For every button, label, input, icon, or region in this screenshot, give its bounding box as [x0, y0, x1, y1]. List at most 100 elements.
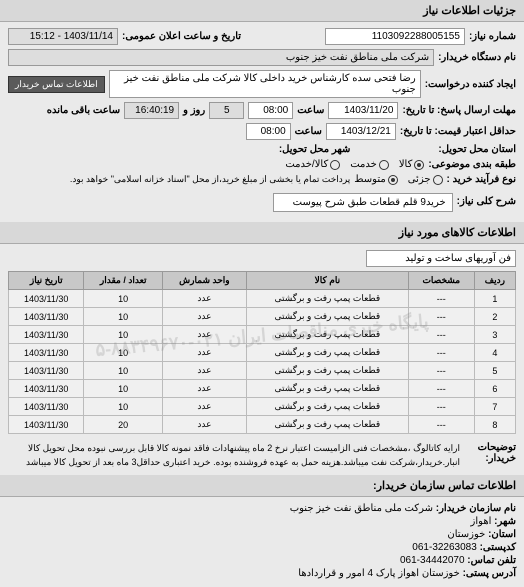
table-cell: 10: [84, 380, 162, 398]
city-label: شهر محل تحویل:: [279, 144, 351, 155]
remain-days-label: روز و: [183, 105, 205, 116]
req-num-value: 1103092288005155: [325, 28, 465, 45]
table-cell: ---: [408, 308, 474, 326]
buyer-value: شرکت ملی مناطق نفت خیز جنوب: [8, 49, 434, 66]
pkg-radio-group: کالا خدمت کالا/خدمت: [285, 159, 424, 170]
buyer-notes: ارایه کاتالوگ ،مشخصات فنی الزامیست اعتبا…: [8, 442, 460, 469]
table-header: تاریخ نیاز: [9, 272, 84, 290]
table-header: مشخصات: [408, 272, 474, 290]
items-header: اطلاعات کالاهای مورد نیاز: [0, 222, 524, 244]
buy-type-radio-group: جزئی متوسط: [354, 174, 442, 185]
table-cell: قطعات پمپ رفت و برگشتی: [246, 326, 408, 344]
table-cell: عدد: [162, 326, 246, 344]
public-date-label: تاریخ و ساعت اعلان عمومی:: [122, 31, 241, 42]
table-cell: 4: [474, 344, 515, 362]
table-cell: قطعات پمپ رفت و برگشتی: [246, 290, 408, 308]
table-row: 7---قطعات پمپ رفت و برگشتیعدد101403/11/3…: [9, 398, 516, 416]
table-cell: قطعات پمپ رفت و برگشتی: [246, 398, 408, 416]
at-label-1: ساعت: [297, 105, 324, 116]
postal-value: 32263083-061: [412, 542, 477, 553]
phone-label: تلفن تماس:: [467, 555, 516, 566]
buyer-notes-label: توضیحات خریدار:: [466, 442, 516, 464]
table-row: 2---قطعات پمپ رفت و برگشتیعدد101403/11/3…: [9, 308, 516, 326]
buy-type-mid-label: متوسط: [354, 174, 385, 185]
validity-label: حداقل اعتبار قیمت: تا تاریخ:: [400, 126, 516, 137]
public-date-value: 1403/11/14 - 15:12: [8, 28, 118, 45]
address-label: آدرس پستی:: [463, 568, 516, 579]
buy-type-label: نوع فرآیند خرید :: [447, 174, 516, 185]
table-cell: 1403/11/30: [9, 362, 84, 380]
pkg-both-label: کالا/خدمت: [285, 159, 328, 170]
table-cell: 3: [474, 326, 515, 344]
table-cell: 7: [474, 398, 515, 416]
buy-type-low-label: جزئی: [408, 174, 431, 185]
pkg-label: طبقه بندی موضوعی:: [428, 159, 516, 170]
buy-type-note: پرداخت تمام یا بخشی از مبلغ خرید،از محل …: [70, 174, 350, 185]
contact-buyer-button[interactable]: اطلاعات تماس خریدار: [8, 76, 105, 93]
tech-label: فن آوریهای ساخت و تولید: [366, 250, 516, 267]
table-cell: 10: [84, 398, 162, 416]
table-row: 5---قطعات پمپ رفت و برگشتیعدد101403/11/3…: [9, 362, 516, 380]
c-province-value: خوزستان: [447, 529, 485, 540]
pkg-radio-both[interactable]: [330, 160, 340, 170]
at-label-2: ساعت: [295, 126, 322, 137]
table-cell: 1403/11/30: [9, 290, 84, 308]
table-row: 8---قطعات پمپ رفت و برگشتیعدد201403/11/3…: [9, 416, 516, 434]
deadline-send-label: مهلت ارسال پاسخ: تا تاریخ:: [402, 105, 516, 116]
page-header: جزئیات اطلاعات نیاز: [0, 0, 524, 22]
table-cell: عدد: [162, 416, 246, 434]
c-city-value: اهواز: [471, 516, 492, 527]
remain-suffix: ساعت باقی مانده: [47, 105, 120, 116]
deadline-send-date: 1403/11/20: [328, 102, 398, 119]
address-value: خوزستان اهواز پارک 4 امور و قراردادها: [298, 568, 460, 579]
c-province-label: استان:: [488, 529, 516, 540]
validity-date: 1403/12/21: [326, 123, 396, 140]
remain-time: 16:40:19: [124, 102, 179, 119]
table-cell: عدد: [162, 398, 246, 416]
table-header: واحد شمارش: [162, 272, 246, 290]
table-header: ردیف: [474, 272, 515, 290]
table-cell: 10: [84, 326, 162, 344]
postal-label: کدپستی:: [480, 542, 516, 553]
table-cell: 20: [84, 416, 162, 434]
table-cell: عدد: [162, 380, 246, 398]
table-cell: 1403/11/30: [9, 398, 84, 416]
pkg-radio-service[interactable]: [379, 160, 389, 170]
table-cell: 1403/11/30: [9, 344, 84, 362]
items-table: ردیفمشخصاتنام کالاواحد شمارشتعداد / مقدا…: [8, 271, 516, 434]
table-cell: 10: [84, 290, 162, 308]
table-row: 6---قطعات پمپ رفت و برگشتیعدد101403/11/3…: [9, 380, 516, 398]
req-num-label: شماره نیاز:: [469, 31, 516, 42]
table-cell: عدد: [162, 308, 246, 326]
table-cell: 10: [84, 362, 162, 380]
table-cell: ---: [408, 416, 474, 434]
buyer-label: نام دستگاه خریدار:: [438, 52, 516, 63]
table-cell: 10: [84, 344, 162, 362]
table-cell: 1403/11/30: [9, 308, 84, 326]
province-label: استان محل تحویل:: [438, 144, 516, 155]
table-cell: ---: [408, 398, 474, 416]
table-cell: عدد: [162, 344, 246, 362]
table-cell: 1403/11/30: [9, 416, 84, 434]
table-cell: 5: [474, 362, 515, 380]
table-cell: قطعات پمپ رفت و برگشتی: [246, 416, 408, 434]
validity-time: 08:00: [246, 123, 291, 140]
table-row: 4---قطعات پمپ رفت و برگشتیعدد101403/11/3…: [9, 344, 516, 362]
table-header: نام کالا: [246, 272, 408, 290]
table-cell: قطعات پمپ رفت و برگشتی: [246, 344, 408, 362]
table-cell: 1403/11/30: [9, 380, 84, 398]
table-cell: ---: [408, 362, 474, 380]
table-cell: عدد: [162, 362, 246, 380]
phone-value: 34442070-061: [400, 555, 465, 566]
table-row: 1---قطعات پمپ رفت و برگشتیعدد101403/11/3…: [9, 290, 516, 308]
org-value: شرکت ملی مناطق نفت خیز جنوب: [290, 503, 433, 514]
short-desc-label: شرح کلی نیاز:: [457, 196, 516, 207]
c-city-label: شهر:: [494, 516, 516, 527]
buy-type-mid[interactable]: [388, 175, 398, 185]
table-cell: عدد: [162, 290, 246, 308]
pkg-radio-goods[interactable]: [414, 160, 424, 170]
table-cell: 10: [84, 308, 162, 326]
short-desc-value: خرید9 قلم قطعات طبق شرح پیوست: [273, 193, 453, 212]
buy-type-low[interactable]: [433, 175, 443, 185]
requester-value: رضا فتحی سده کارشناس خرید داخلی کالا شرک…: [109, 70, 421, 98]
